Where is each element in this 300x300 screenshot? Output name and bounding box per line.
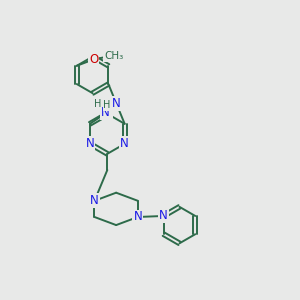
Text: O: O (89, 53, 98, 66)
Text: N: N (90, 194, 99, 207)
Text: N: N (134, 211, 142, 224)
Text: N: N (120, 137, 129, 150)
Text: N: N (85, 137, 94, 150)
Text: H: H (110, 100, 117, 110)
Text: N: N (159, 209, 168, 223)
Text: CH₃: CH₃ (104, 51, 123, 62)
Text: N: N (103, 107, 112, 120)
Text: N: N (101, 106, 110, 119)
Text: H: H (103, 100, 111, 110)
Text: N: N (112, 98, 121, 110)
Text: H: H (94, 99, 102, 109)
